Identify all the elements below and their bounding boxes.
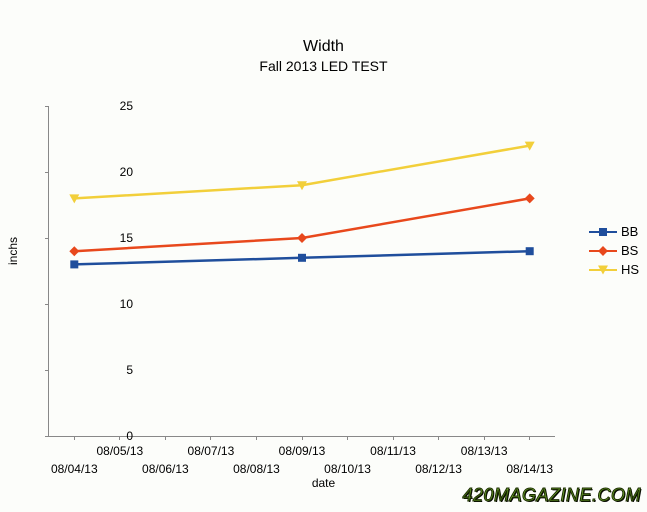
- x-tick-label: 08/08/13: [233, 462, 280, 476]
- y-axis-title: inchs: [6, 237, 20, 265]
- marker-diamond: [525, 193, 535, 203]
- y-tick: [45, 106, 49, 107]
- x-tick-label: 08/07/13: [188, 444, 235, 458]
- x-tick-label: 08/12/13: [415, 462, 462, 476]
- y-tick: [45, 436, 49, 437]
- y-tick: [45, 370, 49, 371]
- y-tick-label: 0: [103, 429, 133, 443]
- x-tick: [302, 436, 303, 440]
- plot-area: 08/04/1308/05/1308/06/1308/07/1308/08/13…: [48, 106, 555, 437]
- legend-label: HS: [621, 262, 639, 277]
- legend-swatch: [589, 263, 617, 277]
- y-tick: [45, 304, 49, 305]
- x-tick-label: 08/13/13: [461, 444, 508, 458]
- x-tick: [393, 436, 394, 440]
- plot-svg: [49, 106, 555, 436]
- legend-item-BB: BB: [589, 224, 639, 239]
- legend-label: BS: [621, 243, 638, 258]
- marker-square: [298, 254, 306, 262]
- legend-swatch: [589, 244, 617, 258]
- series-line-HS: [74, 146, 529, 199]
- marker-diamond: [297, 233, 307, 243]
- y-tick-label: 5: [103, 363, 133, 377]
- chart-subtitle: Fall 2013 LED TEST: [0, 58, 647, 74]
- series-line-BS: [74, 198, 529, 251]
- y-tick-label: 15: [103, 231, 133, 245]
- x-tick-label: 08/06/13: [142, 462, 189, 476]
- x-tick-label: 08/05/13: [96, 444, 143, 458]
- marker-square: [526, 247, 534, 255]
- x-tick: [484, 436, 485, 440]
- x-tick: [165, 436, 166, 440]
- x-tick: [210, 436, 211, 440]
- y-tick: [45, 172, 49, 173]
- marker-square: [70, 260, 78, 268]
- y-tick: [45, 238, 49, 239]
- legend-item-BS: BS: [589, 243, 639, 258]
- x-tick-label: 08/04/13: [51, 462, 98, 476]
- marker-diamond: [69, 246, 79, 256]
- x-tick: [529, 436, 530, 440]
- legend-swatch: [589, 225, 617, 239]
- x-tick-label: 08/14/13: [506, 462, 553, 476]
- legend: BB BS HS: [589, 220, 639, 281]
- x-tick-label: 08/10/13: [324, 462, 371, 476]
- x-tick-label: 08/09/13: [279, 444, 326, 458]
- legend-label: BB: [621, 224, 638, 239]
- x-tick: [438, 436, 439, 440]
- legend-item-HS: HS: [589, 262, 639, 277]
- y-tick-label: 20: [103, 165, 133, 179]
- chart-title: Width: [0, 38, 647, 56]
- y-tick-label: 10: [103, 297, 133, 311]
- chart-page: Width Fall 2013 LED TEST inchs 08/04/130…: [0, 0, 647, 512]
- x-tick-label: 08/11/13: [370, 444, 416, 458]
- watermark-label: 420MAGAZINE.COM: [462, 485, 641, 506]
- x-tick: [256, 436, 257, 440]
- y-tick-label: 25: [103, 99, 133, 113]
- x-tick: [74, 436, 75, 440]
- x-tick: [347, 436, 348, 440]
